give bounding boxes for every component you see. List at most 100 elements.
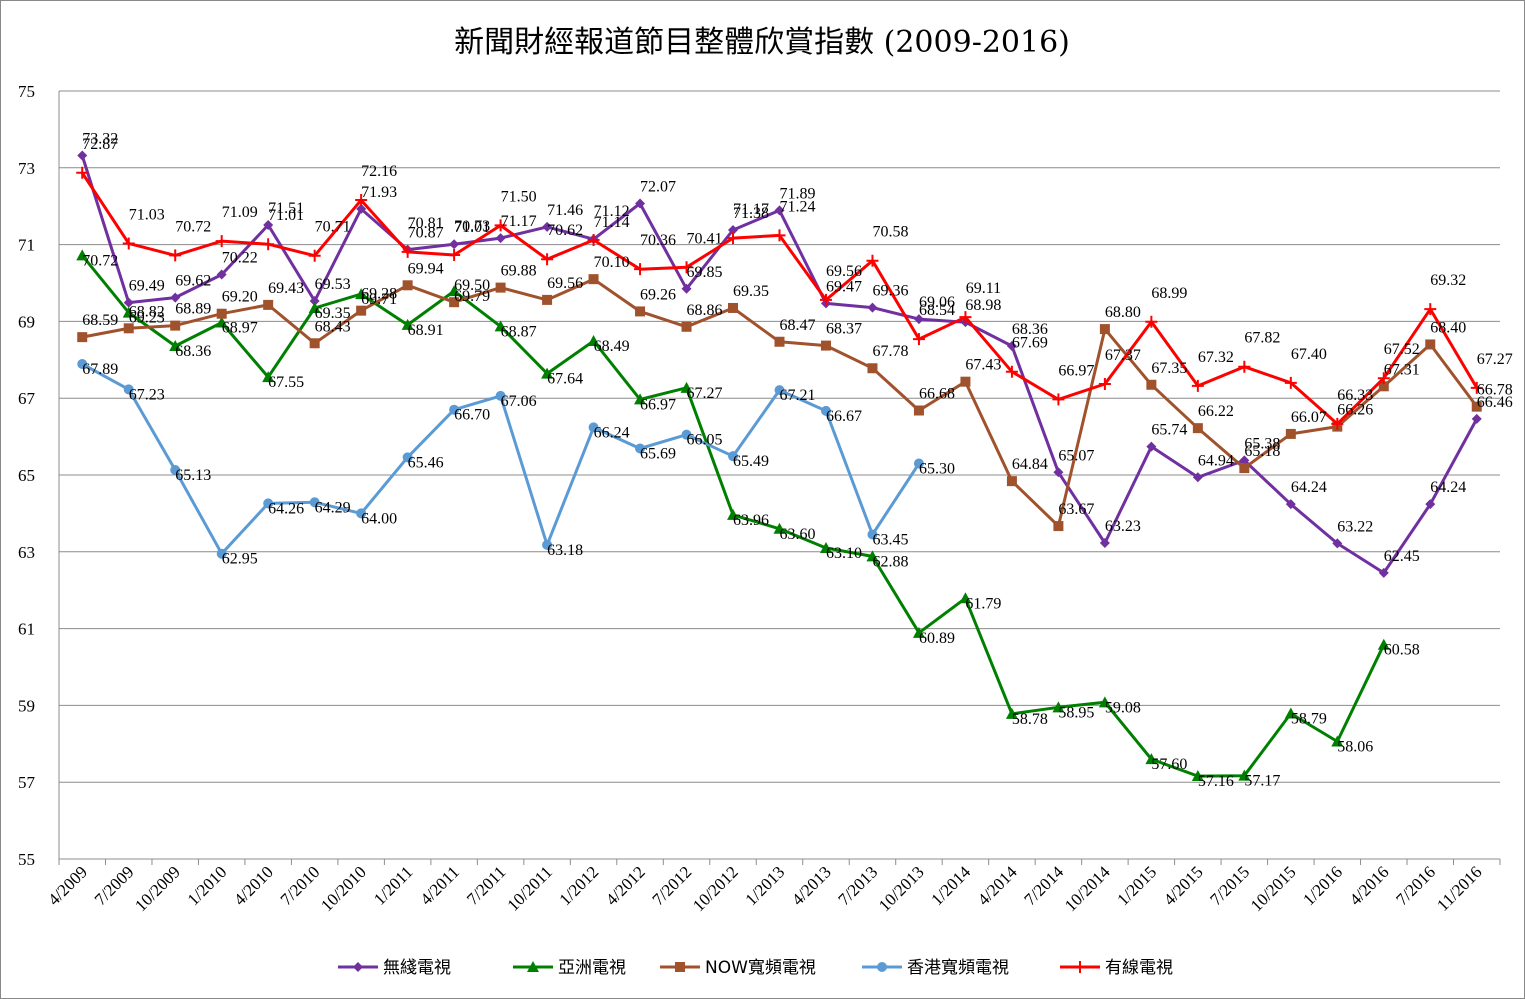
data-point (262, 238, 275, 251)
data-point (216, 308, 227, 319)
data-point (866, 550, 879, 562)
data-label: 70.10 (594, 254, 630, 271)
data-label: 69.56 (826, 263, 862, 280)
data-point (309, 338, 320, 349)
data-label: 71.01 (454, 219, 490, 236)
data-label: 71.12 (594, 203, 630, 220)
data-point (587, 233, 600, 246)
data-label: 67.82 (1244, 330, 1280, 347)
data-label: 67.37 (1105, 347, 1141, 364)
data-label: 69.71 (361, 291, 397, 308)
data-point (913, 405, 924, 416)
data-point (1053, 521, 1064, 532)
data-label: 67.31 (1384, 361, 1420, 378)
data-point (1238, 360, 1251, 373)
data-point (1146, 441, 1157, 452)
x-tick-label: 4/2014 (974, 862, 1021, 909)
data-label: 67.64 (547, 371, 583, 388)
x-tick-label: 1/2016 (1299, 862, 1346, 909)
data-label: 67.43 (965, 357, 1001, 374)
data-point (1471, 413, 1482, 424)
x-tick-label: 10/2009 (131, 862, 184, 915)
y-tick-label: 63 (18, 543, 35, 562)
x-tick-label: 10/2010 (317, 862, 370, 915)
data-label: 66.67 (826, 408, 862, 425)
data-label: 69.43 (268, 280, 304, 297)
data-point (1331, 735, 1344, 747)
data-point (867, 529, 878, 540)
x-tick-label: 4/2016 (1346, 862, 1393, 909)
x-tick-label: 4/2012 (602, 862, 649, 909)
data-label: 63.23 (1105, 518, 1141, 535)
series-group (76, 150, 1483, 782)
data-label: 64.24 (1291, 479, 1327, 496)
data-point (77, 332, 88, 343)
data-label: 68.82 (129, 303, 165, 320)
data-point (727, 508, 740, 520)
data-point (1239, 455, 1250, 466)
data-point (1099, 324, 1110, 335)
data-label: 69.35 (733, 283, 769, 300)
data-label: 70.81 (408, 215, 444, 232)
data-point (308, 301, 321, 313)
data-label: 69.28 (361, 286, 397, 303)
data-point (1377, 638, 1390, 650)
data-point (1191, 770, 1204, 782)
data-point (448, 248, 461, 261)
data-point (635, 198, 646, 209)
data-label: 66.33 (1337, 387, 1373, 404)
data-point (1425, 499, 1436, 510)
data-label: 64.84 (1012, 456, 1048, 473)
data-label: 71.14 (594, 214, 630, 231)
data-label: 64.29 (315, 499, 351, 516)
data-label: 65.13 (175, 467, 211, 484)
data-label: 72.16 (361, 163, 397, 180)
data-label: 65.69 (640, 446, 676, 463)
data-label: 71.50 (501, 188, 537, 205)
data-label: 70.36 (640, 232, 676, 249)
data-point (1471, 401, 1482, 412)
data-label: 70.71 (315, 219, 351, 236)
data-label: 68.49 (594, 338, 630, 355)
data-point (495, 390, 506, 401)
data-point (819, 293, 832, 306)
data-point (495, 233, 506, 244)
data-label: 69.49 (129, 278, 165, 295)
data-label: 71.51 (268, 200, 304, 217)
data-point (1192, 472, 1203, 483)
data-point (913, 458, 924, 469)
data-point (866, 254, 879, 267)
data-label: 69.62 (175, 273, 211, 290)
y-tick-label: 61 (18, 620, 35, 639)
data-label: 71.38 (733, 205, 769, 222)
y-tick-label: 55 (18, 850, 35, 869)
data-label: 66.78 (1477, 382, 1513, 399)
data-point (215, 316, 228, 328)
data-label: 68.47 (780, 317, 816, 334)
data-point (123, 384, 134, 395)
data-point (1239, 463, 1250, 474)
x-tick-label: 10/2014 (1061, 862, 1114, 915)
x-tick-label: 4/2011 (417, 862, 463, 908)
data-point (681, 283, 692, 294)
y-tick-label: 73 (18, 159, 35, 178)
data-point (356, 203, 367, 214)
data-point (867, 302, 878, 313)
x-tick-label: 4/2009 (44, 862, 91, 909)
data-label: 68.97 (222, 320, 258, 337)
data-point (169, 249, 182, 262)
x-tick-label: 10/2012 (689, 862, 742, 915)
data-point (819, 541, 832, 553)
series-4 (76, 166, 1483, 430)
data-label: 69.94 (408, 260, 444, 277)
data-point (542, 539, 553, 550)
data-point (820, 340, 831, 351)
data-point (1377, 372, 1390, 385)
x-tick-label: 7/2011 (463, 862, 509, 908)
data-point (1052, 701, 1065, 713)
legend-marker (353, 962, 363, 972)
data-label: 65.30 (919, 460, 955, 477)
legend-item: 亞洲電視 (513, 958, 626, 978)
data-label: 65.38 (1244, 435, 1280, 452)
